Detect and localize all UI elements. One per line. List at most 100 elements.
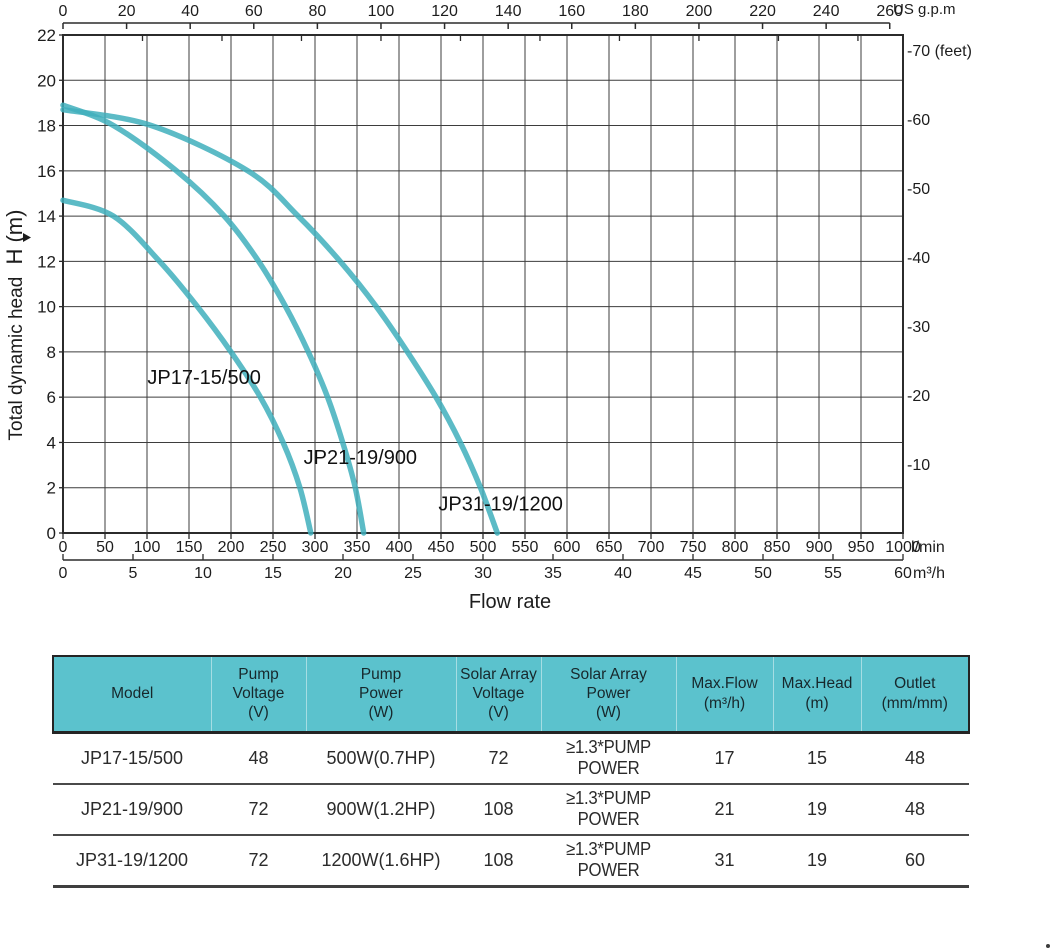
svg-text:160: 160 xyxy=(558,3,585,20)
table-cell: 48 xyxy=(211,732,306,784)
svg-text:22: 22 xyxy=(37,26,56,45)
svg-text:180: 180 xyxy=(622,3,649,20)
svg-text:-30: -30 xyxy=(907,319,930,336)
table-cell: 31 xyxy=(676,833,773,886)
svg-text:550: 550 xyxy=(512,539,539,556)
specs-table-grid: Model Pump Voltage (V) Pump Power (W) Solar Arr… xyxy=(52,655,970,888)
svg-text:40: 40 xyxy=(614,565,632,582)
svg-text:100: 100 xyxy=(134,539,161,556)
table-cell: 21 xyxy=(676,782,773,835)
svg-text:-20: -20 xyxy=(907,388,930,405)
svg-text:50: 50 xyxy=(96,539,114,556)
svg-text:120: 120 xyxy=(431,3,458,20)
svg-text:1000: 1000 xyxy=(885,539,921,556)
svg-text:16: 16 xyxy=(37,162,56,181)
svg-text:8: 8 xyxy=(47,343,56,362)
table-cell: 19 xyxy=(773,782,861,835)
column-header: Pump Voltage (V) xyxy=(211,656,307,732)
table-cell: ≥1.3*PUMP POWER xyxy=(541,833,676,886)
svg-text:600: 600 xyxy=(554,539,581,556)
svg-text:900: 900 xyxy=(806,539,833,556)
svg-text:l/min: l/min xyxy=(911,539,945,556)
x-axis-title: Flow rate xyxy=(469,591,551,613)
svg-text:60: 60 xyxy=(245,3,263,20)
svg-text:12: 12 xyxy=(37,252,56,271)
column-header: Max.Flow (m³/h) xyxy=(676,656,774,732)
svg-text:-60: -60 xyxy=(907,112,930,129)
axis-right-feet: -70 (feet) -60 -50 -40 -30 -20 -10 xyxy=(907,43,972,474)
svg-text:2: 2 xyxy=(47,479,56,498)
svg-text:300: 300 xyxy=(302,539,329,556)
table-cell: 48 xyxy=(861,782,969,835)
column-header: Model xyxy=(53,656,212,732)
svg-text:260: 260 xyxy=(876,3,903,20)
column-header: Solar Array Voltage (V) xyxy=(456,656,542,732)
svg-text:m³/h: m³/h xyxy=(913,565,945,582)
svg-text:-40: -40 xyxy=(907,250,930,267)
svg-text:4: 4 xyxy=(47,433,56,452)
svg-text:15: 15 xyxy=(264,565,282,582)
table-cell: 108 xyxy=(456,782,541,835)
table-row: JP17-15/500 48 500W(0.7HP) 72 ≥1.3*PUMP POWE… xyxy=(53,732,969,784)
curve-label: JP31-19/1200 xyxy=(438,494,563,516)
svg-text:55: 55 xyxy=(824,565,842,582)
svg-text:US g.p.m: US g.p.m xyxy=(893,1,956,18)
y-axis-title: Total dynamic head H (m) xyxy=(2,210,27,441)
svg-text:350: 350 xyxy=(344,539,371,556)
table-cell: JP17-15/500 xyxy=(53,732,211,784)
svg-text:950: 950 xyxy=(848,539,875,556)
svg-text:800: 800 xyxy=(722,539,749,556)
svg-text:5: 5 xyxy=(129,565,138,582)
table-cell: 500W(0.7HP) xyxy=(306,732,456,784)
svg-text:500: 500 xyxy=(470,539,497,556)
column-header: Outlet (mm/mm) xyxy=(881,675,948,712)
table-cell: ≥1.3*PUMP POWER xyxy=(541,782,676,835)
table-cell: 72 xyxy=(211,833,306,886)
table-cell: 1200W(1.6HP) xyxy=(306,833,456,886)
svg-text:0: 0 xyxy=(59,539,68,556)
table-cell: 19 xyxy=(773,833,861,886)
svg-text:80: 80 xyxy=(308,3,326,20)
svg-text:750: 750 xyxy=(680,539,707,556)
curve-JP17-15/500 xyxy=(60,197,314,536)
svg-text:240: 240 xyxy=(813,3,840,20)
grid xyxy=(63,35,903,533)
svg-text:220: 220 xyxy=(749,3,776,20)
svg-text:35: 35 xyxy=(544,565,562,582)
axis-bottom-m3h: 0 5 10 15 20 25 30 35 40 45 50 55 60 m³/h xyxy=(59,554,945,582)
table-cell: 15 xyxy=(773,732,861,784)
specs-table: Model Pump Voltage (V) Pump Power (W) Solar Arr… xyxy=(52,655,970,888)
svg-text:14: 14 xyxy=(37,207,56,226)
svg-text:18: 18 xyxy=(37,117,56,136)
svg-text:0: 0 xyxy=(59,565,68,582)
curve-label: JP21-19/900 xyxy=(304,447,417,469)
svg-text:10: 10 xyxy=(194,565,212,582)
table-cell: 60 xyxy=(861,833,969,886)
table-cell: JP21-19/900 xyxy=(53,782,211,835)
svg-text:50: 50 xyxy=(754,565,772,582)
svg-text:200: 200 xyxy=(686,3,713,20)
table-cell: 72 xyxy=(211,782,306,835)
svg-text:45: 45 xyxy=(684,565,702,582)
svg-text:200: 200 xyxy=(218,539,245,556)
svg-text:100: 100 xyxy=(368,3,395,20)
svg-text:0: 0 xyxy=(59,3,68,20)
svg-text:250: 250 xyxy=(260,539,287,556)
svg-text:-10: -10 xyxy=(907,457,930,474)
table-row: JP31-19/1200 72 1200W(1.6HP) 108 ≥1.3*PUMP P… xyxy=(53,833,969,886)
svg-text:-70 (feet): -70 (feet) xyxy=(907,43,972,60)
table-row: JP21-19/900 72 900W(1.2HP) 108 ≥1.3*PUMP POW… xyxy=(53,782,969,835)
svg-text:6: 6 xyxy=(47,388,56,407)
svg-text:20: 20 xyxy=(334,565,352,582)
svg-text:450: 450 xyxy=(428,539,455,556)
axis-bottom-lmin: 0 50 100 150 200 250 300 350 400 450 500 550 600 650 7… xyxy=(59,533,945,556)
svg-text:850: 850 xyxy=(764,539,791,556)
svg-text:150: 150 xyxy=(176,539,203,556)
table-cell: 900W(1.2HP) xyxy=(306,782,456,835)
svg-text:10: 10 xyxy=(37,298,56,317)
svg-text:25: 25 xyxy=(404,565,422,582)
